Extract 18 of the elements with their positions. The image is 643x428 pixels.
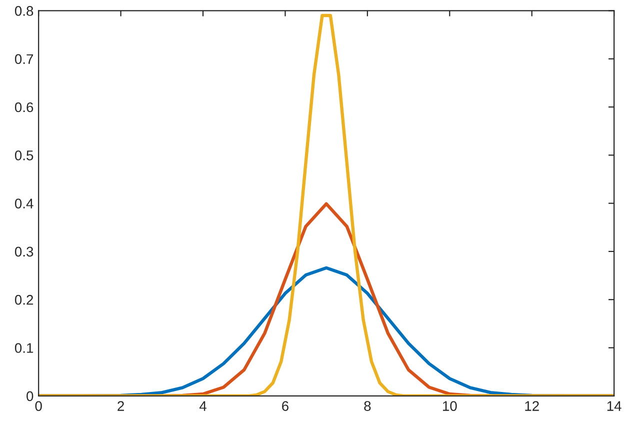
x-tick-label: 4 bbox=[199, 401, 206, 411]
x-tick-label: 8 bbox=[364, 401, 371, 411]
y-tick-label: 0.7 bbox=[14, 54, 34, 64]
y-tick-label: 0.6 bbox=[14, 102, 34, 112]
x-tick-label: 0 bbox=[35, 401, 42, 411]
y-tick-label: 0.5 bbox=[14, 150, 34, 160]
y-tick-label: 0.1 bbox=[14, 343, 34, 353]
x-tick-label: 12 bbox=[525, 401, 539, 411]
y-tick-label: 0.3 bbox=[14, 246, 34, 257]
line-series bbox=[38, 14, 614, 396]
x-tick-label: 14 bbox=[607, 401, 622, 411]
y-tick-label: 0.8 bbox=[14, 6, 34, 16]
y-tick-label: 0.2 bbox=[14, 294, 34, 305]
x-tick-label: 6 bbox=[282, 401, 288, 411]
y-tick-label: 0 bbox=[26, 391, 34, 402]
x-tick-label: 2 bbox=[118, 401, 124, 411]
x-tick-label: 10 bbox=[442, 401, 457, 411]
y-tick-label: 0.4 bbox=[14, 198, 34, 208]
